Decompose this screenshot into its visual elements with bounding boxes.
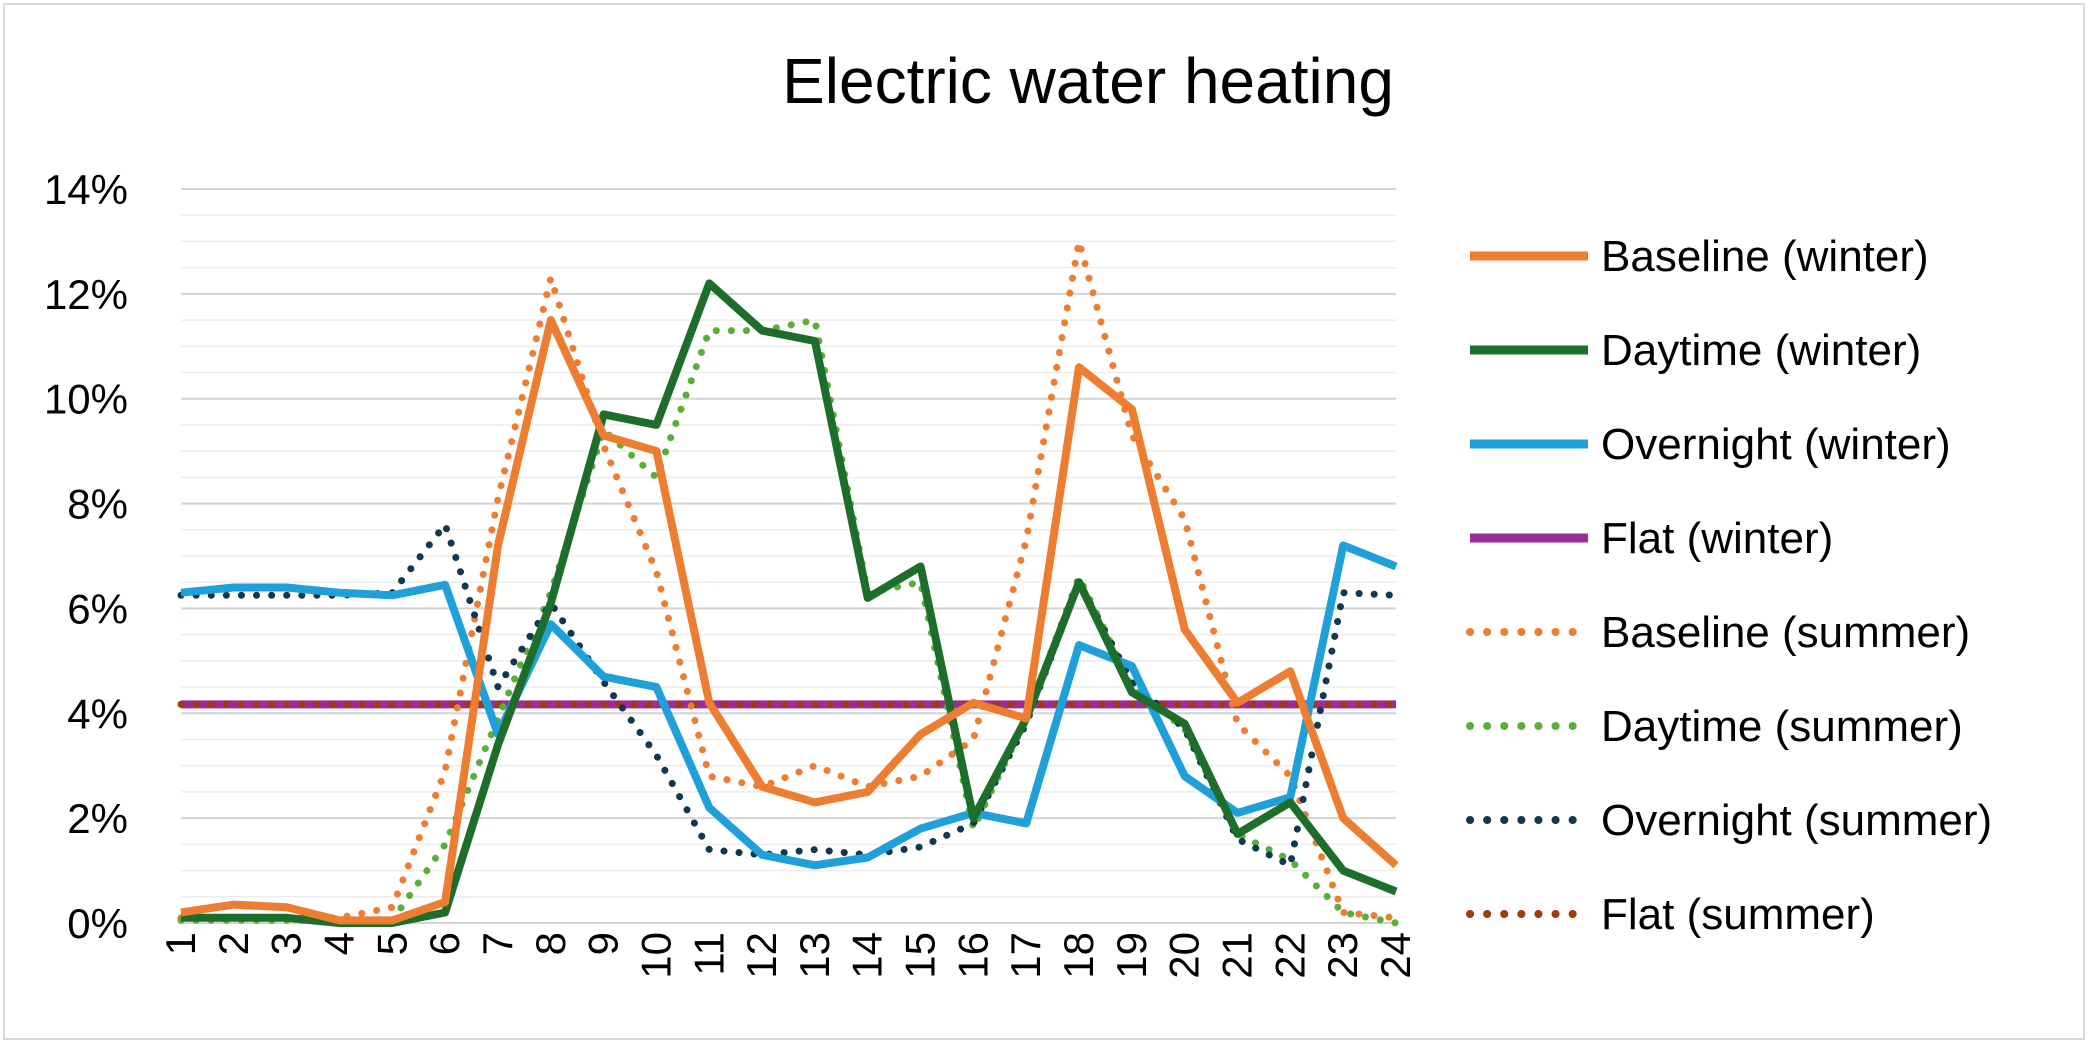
x-tick-label: 19: [1108, 932, 1155, 979]
y-tick-label: 12%: [44, 271, 128, 318]
x-tick-label: 21: [1214, 932, 1261, 979]
series-line-baseline-summer: [177, 237, 1400, 922]
series-line-overnight-summer: [177, 521, 1400, 869]
legend-label: Flat (summer): [1601, 890, 1875, 939]
x-tick-label: 2: [210, 932, 257, 955]
series-line-daytime-winter: [181, 279, 1398, 927]
y-tick-label: 6%: [67, 585, 128, 632]
x-tick-label: 18: [1055, 932, 1102, 979]
y-tick-label: 2%: [67, 795, 128, 842]
y-tick-label: 10%: [44, 376, 128, 423]
x-tick-label: 24: [1372, 932, 1419, 979]
x-tick-label: 20: [1161, 932, 1208, 979]
x-axis-ticks: 1 2 3 4 5 6 7 8 9 10 11 12 13 14 15 16 17 18 19 20 21 22 23 24: [157, 932, 1419, 979]
chart-frame: [3, 3, 2085, 1040]
x-tick-label: 3: [263, 932, 310, 955]
x-tick-label: 15: [897, 932, 944, 979]
legend-label: Baseline (summer): [1601, 608, 1970, 657]
legend: Baseline (winter) Daytime (winter) Overnig…: [1466, 232, 1992, 939]
x-tick-label: 9: [580, 932, 627, 955]
y-axis-ticks: 0% 2% 4% 6% 8% 10% 12% 14%: [44, 166, 128, 947]
x-tick-label: 22: [1266, 932, 1313, 979]
series-line-overnight-winter: [180, 541, 1398, 870]
x-tick-label: 6: [421, 932, 468, 955]
x-tick-label: 10: [632, 932, 679, 979]
x-tick-label: 17: [1002, 932, 1049, 979]
x-tick-label: 5: [368, 932, 415, 955]
legend-label: Daytime (summer): [1601, 702, 1963, 751]
legend-label: Overnight (winter): [1601, 420, 1951, 469]
x-tick-label: 8: [527, 932, 574, 955]
legend-label: Baseline (winter): [1601, 232, 1929, 281]
x-tick-label: 16: [949, 932, 996, 979]
x-tick-label: 12: [738, 932, 785, 979]
gridlines: [181, 188, 1396, 924]
x-tick-label: 1: [157, 932, 204, 955]
chart-title: Electric water heating: [782, 45, 1394, 117]
x-tick-label: 23: [1319, 932, 1366, 979]
series-lines: [177, 237, 1400, 927]
y-tick-label: 4%: [67, 690, 128, 737]
legend-label: Daytime (winter): [1601, 326, 1921, 375]
y-tick-label: 0%: [67, 900, 128, 947]
series-line-daytime-summer: [177, 316, 1400, 927]
x-tick-label: 4: [315, 932, 362, 955]
x-tick-label: 11: [685, 932, 732, 976]
x-tick-label: 7: [474, 932, 521, 955]
y-tick-label: 8%: [67, 481, 128, 528]
legend-label: Overnight (summer): [1601, 796, 1992, 845]
legend-label: Flat (winter): [1601, 514, 1833, 563]
series-line-baseline-winter: [180, 316, 1399, 925]
x-tick-label: 14: [844, 932, 891, 979]
x-tick-label: 13: [791, 932, 838, 979]
y-tick-label: 14%: [44, 166, 128, 213]
